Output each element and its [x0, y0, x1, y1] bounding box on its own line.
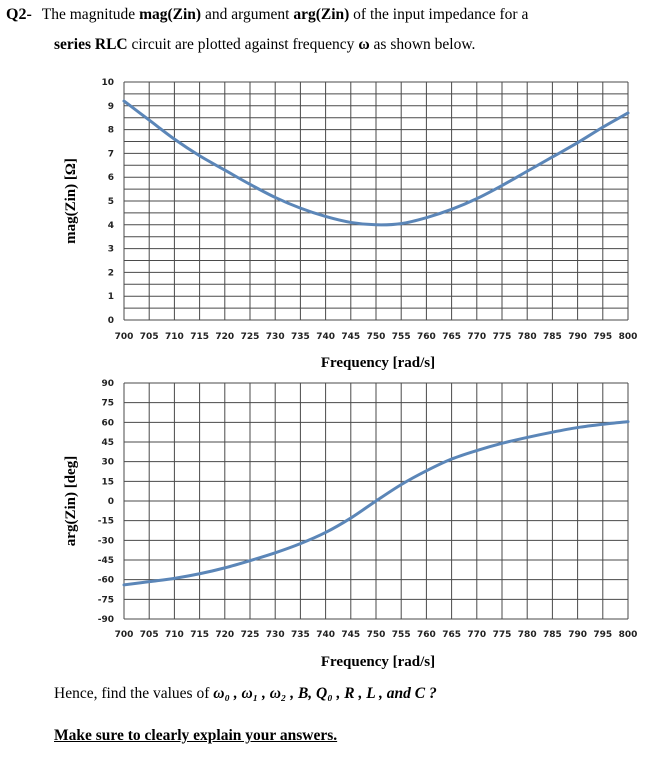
- question-line-1: Q2- The magnitude mag(Zin) and argument a…: [6, 0, 528, 30]
- x-tick-label: 755: [392, 332, 411, 342]
- x-tick-label: 765: [442, 630, 461, 640]
- y-tick-label: 8: [108, 126, 114, 136]
- x-tick-label: 700: [115, 630, 134, 640]
- question-line-2: series RLC circuit are plotted against f…: [54, 30, 475, 60]
- x-tick-label: 775: [493, 630, 512, 640]
- instruction-text: Make sure to clearly explain your answer…: [54, 727, 338, 744]
- x-tick-label: 730: [266, 332, 285, 342]
- x-tick-label: 790: [568, 332, 587, 342]
- x-axis-label: Frequency [rad/s]: [321, 355, 435, 370]
- y-tick-label: 30: [101, 458, 114, 468]
- x-tick-label: 765: [442, 332, 461, 342]
- magnitude-chart: 0 1 2 3 4 5 6 7 8 9 10 700 705 710 715 720 725 730 735 740 7…: [63, 78, 638, 370]
- x-tick-label: 750: [367, 332, 386, 342]
- x-tick-label: 720: [215, 332, 234, 342]
- y-tick-label: 45: [101, 438, 114, 448]
- x-tick-label: 770: [467, 630, 486, 640]
- unknowns-list: ω₀ , ω₁ , ω₂ , B, Q₀ , R , L , and C ?: [213, 685, 437, 702]
- x-tick-label: 710: [165, 630, 184, 640]
- x-tick-label: 735: [291, 630, 310, 640]
- y-tick-label: -60: [98, 576, 114, 586]
- question-text-f: circuit are plotted against frequency: [127, 36, 359, 53]
- x-tick-label: 800: [619, 630, 638, 640]
- y-axis-label: mag(Zin) [Ω]: [63, 158, 79, 244]
- x-tick-label: 725: [241, 332, 260, 342]
- x-tick-label: 705: [140, 332, 159, 342]
- x-tick-label: 780: [518, 630, 537, 640]
- x-tick-label: 770: [467, 332, 486, 342]
- y-tick-label: 6: [108, 173, 114, 183]
- y-tick-label: 9: [108, 102, 114, 112]
- x-tick-label: 725: [241, 630, 260, 640]
- x-tick-label: 785: [543, 332, 562, 342]
- y-tick-label: 0: [108, 497, 114, 507]
- hence-text: Hence, find the values of: [54, 685, 214, 702]
- x-tick-label: 795: [593, 332, 612, 342]
- x-tick-label: 715: [190, 332, 209, 342]
- y-tick-label: 90: [101, 379, 114, 389]
- x-tick-label: 755: [392, 630, 411, 640]
- x-tick-label: 735: [291, 332, 310, 342]
- y-tick-label: -45: [98, 556, 114, 566]
- question-text-g: as shown below.: [369, 36, 476, 53]
- x-tick-label: 750: [367, 630, 386, 640]
- y-tick-label: 75: [101, 399, 114, 409]
- x-tick-label: 775: [493, 332, 512, 342]
- question-number: Q2-: [6, 6, 32, 23]
- x-tick-label: 790: [568, 630, 587, 640]
- x-tick-label: 780: [518, 332, 537, 342]
- question-text-a: The magnitude: [41, 6, 140, 23]
- question-text-e: of the input impedance for a: [349, 6, 529, 23]
- x-axis-label: Frequency [rad/s]: [321, 654, 435, 670]
- question-text-c: and argument: [201, 6, 294, 23]
- series-line: [122, 420, 630, 587]
- y-tick-label: 5: [108, 197, 114, 207]
- y-tick-label: 10: [101, 78, 114, 88]
- x-tick-label: 705: [140, 630, 159, 640]
- y-tick-label: -75: [98, 595, 114, 605]
- y-tick-label: -30: [98, 536, 114, 546]
- x-tick-label: 720: [215, 630, 234, 640]
- mag-term: mag(Zin): [139, 6, 202, 23]
- x-tick-label: 715: [190, 630, 209, 640]
- x-tick-label: 800: [619, 332, 638, 342]
- circuit-type: series RLC: [54, 36, 128, 53]
- y-axis-label: arg(Zin) [deg]: [63, 456, 79, 546]
- x-tick-label: 785: [543, 630, 562, 640]
- y-tick-label: 4: [108, 221, 114, 231]
- arg-term: arg(Zin): [293, 6, 350, 23]
- x-tick-label: 745: [341, 630, 360, 640]
- x-tick-label: 795: [593, 630, 612, 640]
- x-tick-label: 700: [115, 332, 134, 342]
- x-tick-label: 730: [266, 630, 285, 640]
- omega-symbol: ω: [358, 36, 370, 53]
- y-tick-label: -90: [98, 615, 114, 625]
- y-tick-label: 15: [101, 477, 114, 487]
- x-tick-label: 710: [165, 332, 184, 342]
- y-tick-label: 7: [108, 149, 114, 159]
- x-tick-label: 745: [341, 332, 360, 342]
- x-tick-label: 740: [316, 332, 335, 342]
- x-tick-label: 740: [316, 630, 335, 640]
- phase-chart: -90 -75 -60 -45 -30 -15 0 15 30 45 60 75 90 700 705 710…: [63, 379, 638, 670]
- y-tick-label: 60: [101, 418, 114, 428]
- x-tick-label: 760: [417, 332, 436, 342]
- y-tick-label: 1: [108, 292, 114, 302]
- hence-line: Hence, find the values of ω₀ , ω₁ , ω₂ ,…: [54, 685, 437, 703]
- x-tick-label: 760: [417, 630, 436, 640]
- series-line: [122, 99, 630, 227]
- y-tick-label: 0: [108, 316, 114, 326]
- y-tick-label: 2: [108, 268, 114, 278]
- y-tick-label: -15: [98, 517, 114, 527]
- y-tick-label: 3: [108, 245, 114, 255]
